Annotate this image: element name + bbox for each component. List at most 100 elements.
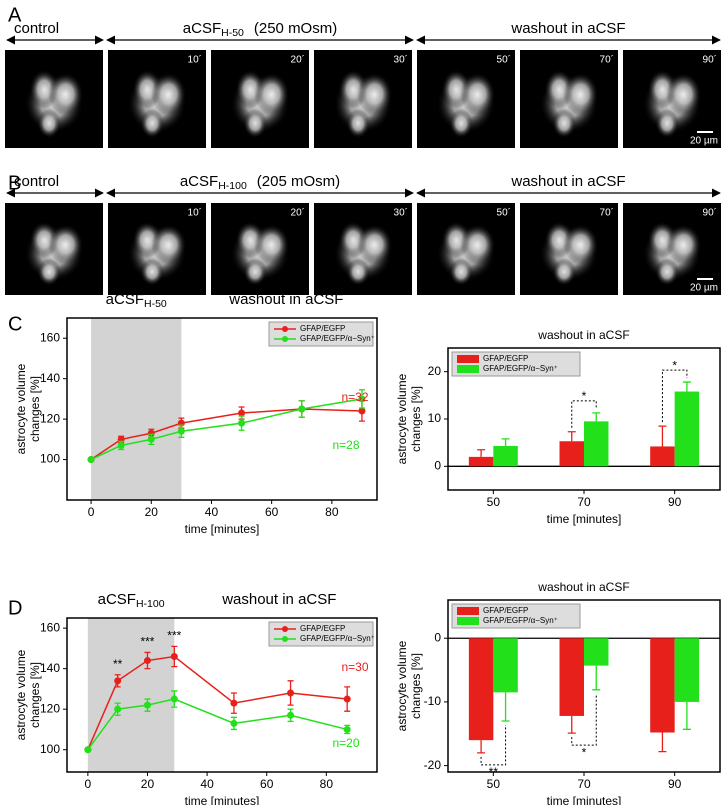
cell-blob xyxy=(563,72,599,116)
segment-label: washout in aCSF xyxy=(510,173,625,190)
cell-blob xyxy=(346,258,370,286)
annotation: n=30 xyxy=(341,660,368,674)
y-tick-label: 140 xyxy=(40,371,60,385)
significance-label: * xyxy=(672,358,677,372)
cell-blob xyxy=(151,224,187,265)
timestamp: 10´ xyxy=(188,54,202,66)
annotation: n=28 xyxy=(332,438,359,452)
bar xyxy=(468,456,494,467)
cell-blob xyxy=(460,224,496,265)
data-point xyxy=(287,689,295,697)
data-point xyxy=(343,695,351,703)
data-point xyxy=(143,701,151,709)
x-axis-label: time [minutes] xyxy=(185,522,260,536)
annotation: *** xyxy=(140,635,154,649)
data-point xyxy=(343,725,351,733)
x-tick-label: 70 xyxy=(577,495,591,509)
legend-swatch xyxy=(457,617,479,625)
cell-blob xyxy=(140,108,164,139)
subscript: H-50 xyxy=(221,27,244,39)
error-bar xyxy=(567,431,576,442)
timestamp: 30´ xyxy=(394,54,408,66)
legend-label: GFAP/EGFP/α−Syn⁺ xyxy=(300,334,375,343)
subscript: H-50 xyxy=(144,298,167,310)
significance-label: ** xyxy=(489,765,499,779)
y-axis-label: astrocyte volume xyxy=(14,649,28,740)
error-bar xyxy=(501,692,510,722)
legend-swatch xyxy=(457,355,479,363)
y-tick-label: 10 xyxy=(428,411,442,425)
cell-blob xyxy=(48,224,84,265)
error-bar xyxy=(567,715,576,734)
legend-label: GFAP/EGFP xyxy=(300,624,345,633)
cell-blob xyxy=(460,72,496,116)
bar xyxy=(650,638,675,733)
text: aCSF xyxy=(183,20,221,37)
x-tick-label: 50 xyxy=(487,495,501,509)
significance-bracket xyxy=(480,725,507,766)
panel-label: C xyxy=(8,313,22,335)
x-tick-label: 60 xyxy=(260,777,274,791)
text: aCSF xyxy=(98,591,136,608)
cell-blob xyxy=(666,224,702,265)
text: control xyxy=(14,20,59,37)
y-axis-label: changes [%] xyxy=(28,662,42,728)
cell-blob xyxy=(655,258,679,286)
cell-blob xyxy=(346,108,370,139)
scale-bar-label: 20 µm xyxy=(690,283,718,294)
x-tick-label: 20 xyxy=(141,777,155,791)
x-axis-label: time [minutes] xyxy=(547,794,622,805)
x-tick-label: 50 xyxy=(487,777,501,791)
data-point xyxy=(170,653,178,660)
legend-marker xyxy=(282,636,288,642)
plot-frame xyxy=(66,317,378,501)
bar xyxy=(559,441,584,467)
shade-label: aCSFH-100 xyxy=(98,591,165,610)
shade-label: aCSFH-50 xyxy=(106,291,167,310)
y-tick-label: -10 xyxy=(424,694,442,708)
segment-label: aCSFH-100 (205 mOsm) xyxy=(180,173,340,192)
error-bar xyxy=(682,701,691,730)
x-tick-label: 70 xyxy=(577,777,591,791)
data-point xyxy=(87,456,95,464)
data-point xyxy=(230,699,238,707)
shade xyxy=(87,618,175,772)
data-point xyxy=(143,657,151,665)
data-point xyxy=(114,677,122,685)
cell-blob xyxy=(254,224,290,265)
annotation: ** xyxy=(113,657,123,671)
bar xyxy=(650,446,675,467)
legend-swatch xyxy=(457,365,479,373)
timestamp: 70´ xyxy=(600,207,614,219)
legend-marker xyxy=(282,626,288,632)
bar xyxy=(493,638,518,693)
error-bar xyxy=(682,381,691,392)
cell-blob xyxy=(666,72,702,116)
error-bar xyxy=(477,449,486,457)
text: control xyxy=(14,173,59,190)
data-point xyxy=(238,409,246,417)
legend-box xyxy=(268,321,374,347)
timestamp: 30´ xyxy=(394,207,408,219)
cell-blob xyxy=(37,108,61,139)
bar xyxy=(674,638,700,702)
cell-blob xyxy=(151,72,187,116)
chart-title: washout in aCSF xyxy=(537,580,629,594)
timestamp: 70´ xyxy=(600,54,614,66)
y-tick-label: 20 xyxy=(428,364,442,378)
annotation: n=20 xyxy=(332,736,359,750)
cell-blob xyxy=(243,108,267,139)
y-axis-label: changes [%] xyxy=(409,653,423,719)
segment-label: control xyxy=(14,173,59,190)
legend-marker xyxy=(282,336,288,342)
bar xyxy=(559,638,584,716)
x-tick-label: 60 xyxy=(265,505,279,519)
x-tick-label: 80 xyxy=(325,505,339,519)
timestamp: 90´ xyxy=(703,54,717,66)
error-bar xyxy=(592,412,601,422)
legend-label: GFAP/EGFP/α−Syn⁺ xyxy=(300,634,375,643)
significance-bracket xyxy=(571,400,597,428)
y-tick-label: -20 xyxy=(424,758,442,772)
data-point xyxy=(298,405,306,413)
y-tick-label: 120 xyxy=(40,411,60,425)
